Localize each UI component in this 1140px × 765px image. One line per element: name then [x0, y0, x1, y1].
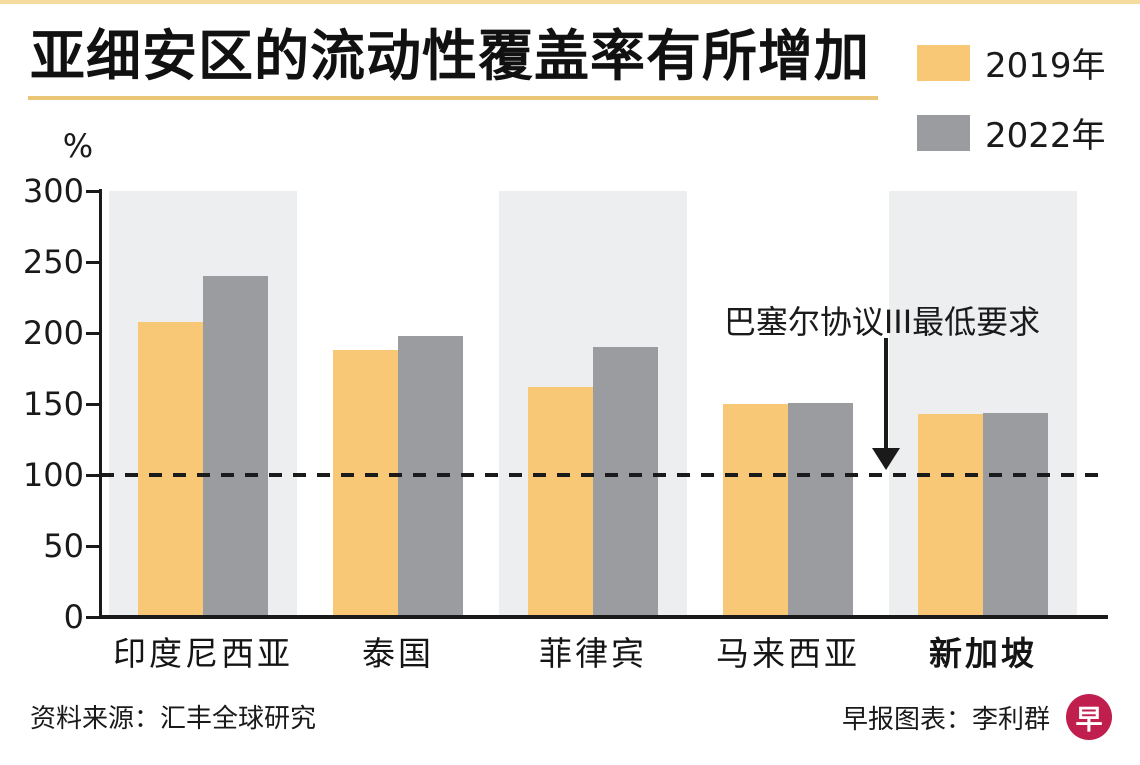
bar-2019年-菲律宾: [528, 386, 593, 617]
legend-label-2022: 2022年: [985, 116, 1106, 156]
y-tick-label: 300: [22, 172, 84, 210]
top-accent-rule: [0, 0, 1140, 4]
y-tick-label: 0: [63, 598, 84, 636]
y-axis-unit-label: %: [62, 127, 94, 165]
y-axis-tick: [86, 260, 101, 264]
credit-note: 早报图表：李利群 早: [842, 694, 1112, 740]
bar-2019年-马来西亚: [723, 404, 788, 617]
page-title: 亚细安区的流动性覆盖率有所增加: [30, 24, 871, 88]
legend-swatch-2022: [917, 114, 970, 151]
legend-label-2019: 2019年: [985, 46, 1106, 86]
category-label: 菲律宾: [539, 634, 647, 673]
category-label: 马来西亚: [716, 634, 860, 673]
x-axis-line: [99, 615, 1108, 619]
bar-2022年-印度尼西亚: [203, 276, 268, 617]
y-tick-label: 250: [22, 243, 84, 281]
bar-2022年-菲律宾: [593, 347, 658, 617]
bar-2022年-马来西亚: [788, 402, 853, 617]
y-tick-label: 100: [22, 456, 84, 494]
y-tick-label: 50: [43, 527, 84, 565]
legend: 2019年 2022年: [917, 38, 1106, 178]
y-axis-tick: [86, 189, 101, 193]
annotation-arrow-head-icon: [872, 448, 900, 470]
annotation-arrow-stem: [884, 338, 888, 450]
title-underline: [28, 96, 878, 100]
y-axis-tick: [86, 544, 101, 548]
y-tick-label: 150: [22, 385, 84, 423]
bar-2019年-印度尼西亚: [138, 321, 203, 617]
y-axis-tick: [86, 615, 101, 619]
y-axis-tick: [86, 473, 101, 477]
legend-item-2019: 2019年: [917, 38, 1106, 87]
category-label: 新加坡: [929, 634, 1037, 673]
basel-iii-annotation: 巴塞尔协议III最低要求: [723, 303, 1041, 341]
bar-2019年-新加坡: [918, 413, 983, 617]
source-note: 资料来源：汇丰全球研究: [30, 704, 317, 734]
y-axis-line: [99, 189, 102, 619]
credit-text: 早报图表：李利群: [841, 704, 1050, 735]
bar-2022年-新加坡: [983, 412, 1048, 617]
category-label: 印度尼西亚: [113, 634, 293, 673]
y-axis-tick: [86, 402, 101, 406]
legend-item-2022: 2022年: [917, 108, 1106, 157]
legend-swatch-2019: [917, 44, 970, 81]
category-label: 泰国: [362, 634, 434, 673]
reference-line-dashed: [101, 473, 1108, 477]
y-tick-label: 200: [22, 314, 84, 352]
y-axis-tick: [86, 331, 101, 335]
zaobao-logo: 早: [1066, 694, 1112, 740]
bar-2019年-泰国: [333, 350, 398, 617]
